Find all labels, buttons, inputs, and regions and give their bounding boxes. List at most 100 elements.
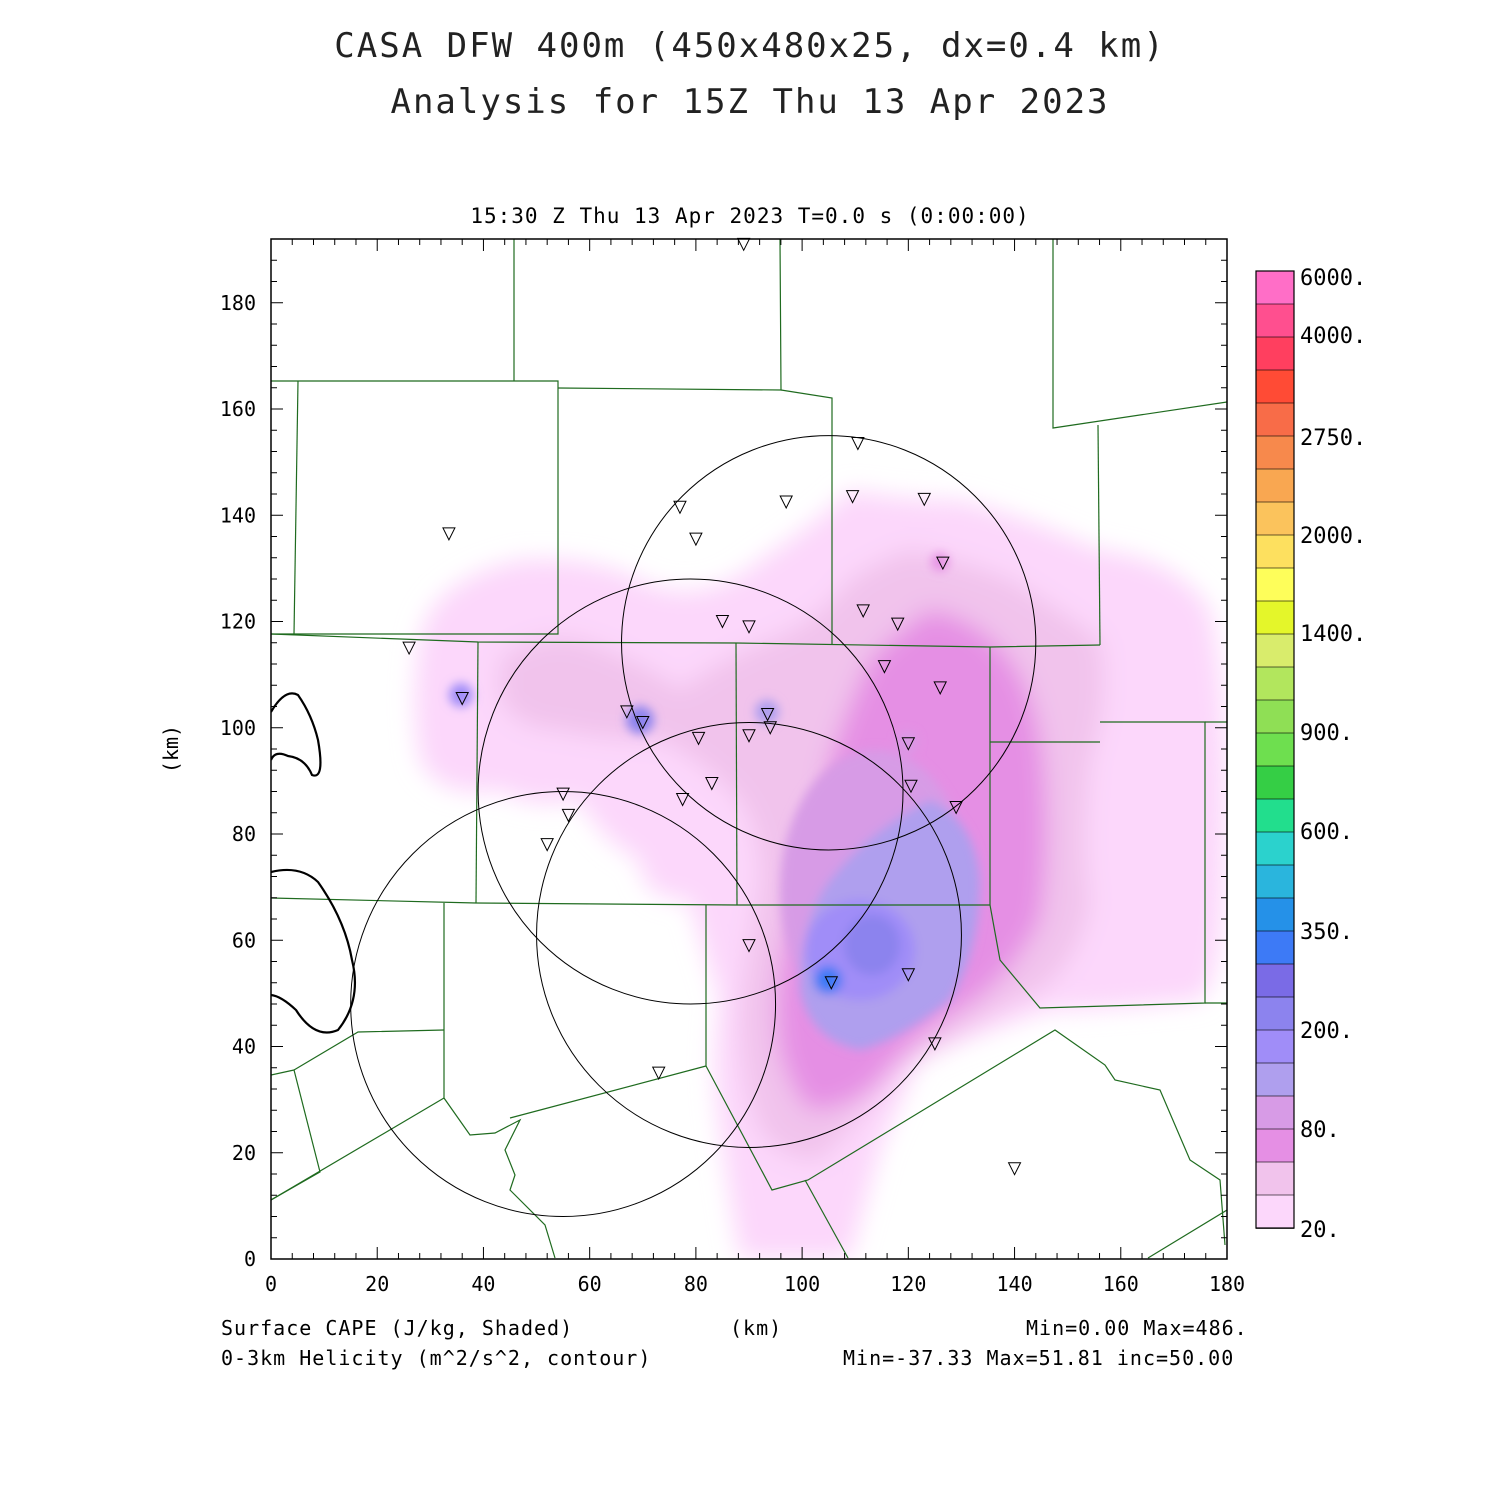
station-marker (675, 792, 690, 807)
colorbar-label: 600. (1300, 820, 1353, 845)
station-markers (402, 237, 1022, 1176)
colorbar-swatch (1255, 501, 1295, 536)
y-tick-label: 60 (232, 928, 256, 952)
colorbar-swatch (1255, 897, 1295, 932)
y-axis-unit: (km) (159, 725, 183, 773)
station-marker (705, 777, 719, 791)
cape-max-spot-5 (897, 732, 917, 752)
x-tick-label: 160 (1103, 1272, 1139, 1296)
colorbar-swatch (1255, 468, 1295, 503)
colorbar-swatch (1255, 303, 1295, 338)
station-marker (856, 604, 870, 618)
y-tick-label: 80 (232, 822, 256, 846)
station-marker (742, 620, 756, 634)
station-marker (635, 715, 650, 730)
station-marker (824, 976, 839, 990)
colorbar-swatch (1255, 864, 1295, 899)
radar-range-rings (350, 435, 1037, 1217)
colorbar-swatch (1255, 732, 1295, 767)
station-marker (540, 838, 554, 852)
cape-max-spot-2 (626, 706, 654, 734)
colorbar-swatch (1255, 831, 1295, 866)
colorbar-swatch (1255, 1128, 1295, 1163)
cape-shading (415, 490, 1226, 1258)
colorbar-label: 200. (1300, 1019, 1353, 1044)
x-tick-label: 20 (365, 1272, 389, 1296)
station-marker (715, 615, 730, 629)
colorbar-label: 2750. (1300, 426, 1366, 451)
colorbar-swatch (1255, 567, 1295, 602)
station-marker (673, 500, 687, 515)
colorbar-swatch (1255, 633, 1295, 668)
county-boundaries (271, 239, 1227, 1259)
x-tick-label: 120 (890, 1272, 926, 1296)
y-tick-label: 160 (220, 397, 256, 421)
field1-range: Min=0.00 Max=486. (1026, 1316, 1248, 1340)
station-marker (742, 729, 756, 743)
colorbar-frame (1255, 270, 1295, 1229)
field2-range: Min=-37.33 Max=51.81 inc=50.00 (843, 1346, 1235, 1370)
helicity-contours (271, 692, 356, 1034)
helicity-contour-2 (271, 868, 356, 1034)
station-marker (402, 641, 416, 656)
colorbar-swatch (1255, 765, 1295, 800)
colorbar-swatch (1255, 963, 1295, 998)
colorbar-label: 2000. (1300, 524, 1366, 549)
station-marker (901, 968, 916, 982)
x-tick-label: 180 (1209, 1272, 1245, 1296)
station-marker (845, 490, 860, 504)
y-tick-label: 40 (232, 1035, 256, 1059)
y-axis-tick-labels: 0 20 40 60 80 100 120 140 160 180 (220, 291, 256, 1271)
colorbar-swatch (1255, 930, 1295, 965)
cape-max-spot-3 (449, 683, 473, 707)
x-tick-label: 80 (684, 1272, 708, 1296)
colorbar-swatch (1255, 1029, 1295, 1064)
y-tick-label: 140 (220, 503, 256, 527)
colorbar-swatch (1255, 1161, 1295, 1196)
colorbar-swatch (1255, 270, 1295, 305)
station-marker (742, 939, 756, 953)
colorbar-swatch (1255, 699, 1295, 734)
colorbar-swatch (1255, 402, 1295, 437)
station-marker (620, 705, 634, 719)
station-marker (689, 532, 703, 547)
station-marker (455, 692, 470, 706)
cape-max-spot-4 (755, 700, 779, 724)
cape-level-200 (844, 915, 900, 975)
colorbar-swatch (1255, 1062, 1295, 1097)
radar-ring (350, 791, 777, 1217)
y-tick-label: 180 (220, 291, 256, 315)
colorbar-label: 350. (1300, 920, 1353, 945)
colorbar-label: 20. (1300, 1218, 1340, 1243)
helicity-contour-1 (271, 692, 322, 777)
station-marker (442, 527, 456, 541)
x-axis-tick-labels: 0 20 40 60 80 100 120 140 160 180 (265, 1272, 1245, 1296)
y-tick-label: 120 (220, 610, 256, 634)
station-marker (890, 617, 905, 632)
colorbar-label: 6000. (1300, 266, 1366, 291)
radar-ring (621, 435, 1037, 851)
x-tick-label: 100 (784, 1272, 820, 1296)
axis-ticks (270, 238, 1228, 1260)
station-marker (928, 1037, 942, 1051)
colorbar-swatch (1255, 996, 1295, 1031)
colorbar-label: 80. (1300, 1118, 1340, 1143)
station-marker (736, 237, 751, 252)
valid-time-subtitle: 15:30 Z Thu 13 Apr 2023 T=0.0 s (0:00:00… (470, 204, 1030, 228)
x-tick-label: 40 (471, 1272, 495, 1296)
radar-ring (477, 578, 904, 1005)
y-tick-label: 20 (232, 1141, 256, 1165)
station-marker (851, 437, 865, 451)
colorbar-swatch (1255, 666, 1295, 701)
colorbar-label: 4000. (1300, 324, 1366, 349)
y-tick-label: 100 (220, 716, 256, 740)
station-marker (877, 660, 892, 674)
colorbar (1255, 270, 1295, 1229)
colorbar-swatch (1255, 1095, 1295, 1130)
station-marker (933, 681, 948, 696)
y-tick-label: 0 (244, 1247, 256, 1271)
colorbar-labels: 6000. 4000. 2750. 2000. 1400. 900. 600. 350. 200… (1300, 266, 1366, 1243)
station-marker (556, 787, 570, 802)
station-marker (691, 731, 706, 746)
